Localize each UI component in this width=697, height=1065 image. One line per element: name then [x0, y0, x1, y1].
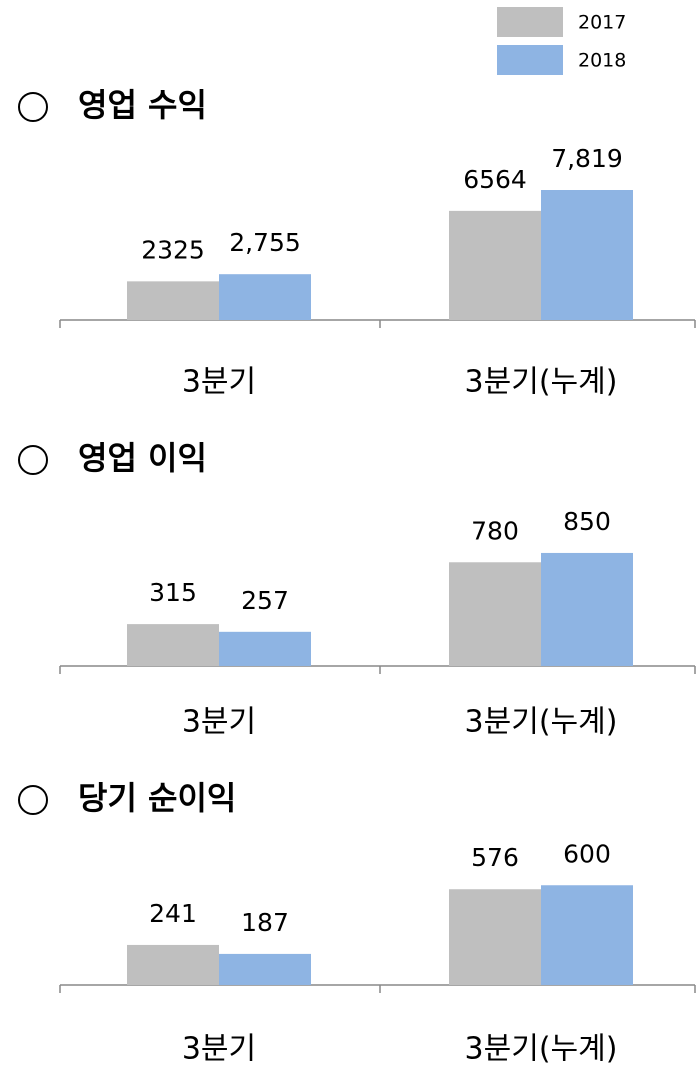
- data-label: 6564: [463, 165, 527, 194]
- chart-title: 영업 이익: [78, 439, 207, 477]
- legend-label: 2018: [578, 50, 626, 72]
- x-tick-label: 3분기: [182, 365, 256, 400]
- legend-swatch: [497, 45, 563, 75]
- data-label: 780: [471, 516, 519, 545]
- bar: [541, 552, 633, 666]
- data-label: 600: [563, 839, 611, 868]
- chart-title: 당기 순이익: [78, 779, 236, 817]
- bar: [219, 274, 311, 320]
- chart-title: 영업 수익: [78, 86, 207, 124]
- x-tick-label: 3분기(누계): [465, 705, 618, 740]
- title-bullet: [18, 92, 48, 122]
- x-tick-label: 3분기: [182, 1032, 256, 1065]
- data-label: 7,819: [551, 144, 623, 173]
- legend-label: 2017: [578, 12, 626, 34]
- data-label: 850: [563, 507, 611, 536]
- bar: [219, 631, 311, 666]
- bar: [541, 190, 633, 320]
- data-label: 576: [471, 843, 519, 872]
- data-label: 2,755: [229, 228, 301, 257]
- title-bullet: [18, 445, 48, 475]
- data-label: 2325: [141, 235, 205, 264]
- legend-swatch: [497, 7, 563, 37]
- x-tick-label: 3분기: [182, 705, 256, 740]
- x-tick-label: 3분기(누계): [465, 1032, 618, 1065]
- bar: [127, 624, 219, 666]
- data-label: 241: [149, 899, 197, 928]
- data-label: 315: [149, 578, 197, 607]
- bar: [449, 562, 541, 666]
- bar: [449, 210, 541, 320]
- bar: [541, 885, 633, 985]
- bar: [127, 944, 219, 985]
- bar: [127, 281, 219, 320]
- title-bullet: [18, 785, 48, 815]
- data-label: 187: [241, 908, 289, 937]
- bar: [219, 953, 311, 985]
- data-label: 257: [241, 586, 289, 615]
- bar: [449, 889, 541, 985]
- x-tick-label: 3분기(누계): [465, 365, 618, 400]
